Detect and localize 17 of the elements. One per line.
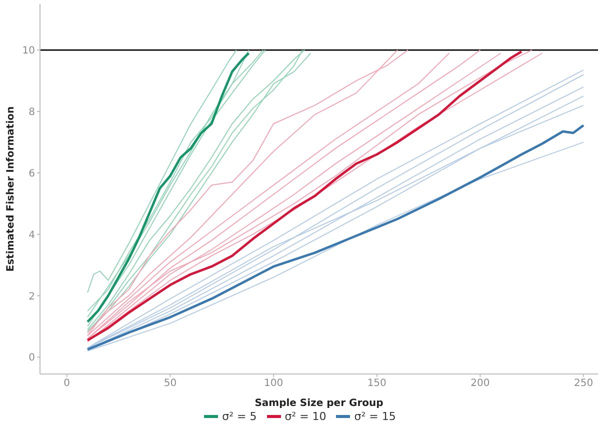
y-tick-label: 8 [28, 107, 35, 118]
y-tick-label: 0 [28, 352, 35, 364]
x-tick-label: 100 [264, 378, 284, 390]
y-tick-label: 6 [28, 168, 35, 180]
legend-label: σ² = 5 [222, 410, 257, 422]
x-tick-label: 200 [470, 378, 490, 390]
x-tick-label: 0 [64, 378, 70, 390]
y-axis-title: Estimated Fisher Information [6, 106, 17, 272]
y-tick-label: 10 [22, 46, 35, 57]
y-tick-label: 4 [28, 230, 35, 241]
legend-label: σ² = 15 [354, 410, 396, 422]
y-tick-label: 2 [28, 291, 35, 302]
x-axis-title: Sample Size per Group [254, 398, 384, 409]
legend-label: σ² = 10 [284, 410, 326, 422]
x-tick-label: 50 [164, 378, 177, 390]
x-tick-label: 150 [367, 378, 386, 390]
x-tick-label: 250 [574, 378, 594, 390]
